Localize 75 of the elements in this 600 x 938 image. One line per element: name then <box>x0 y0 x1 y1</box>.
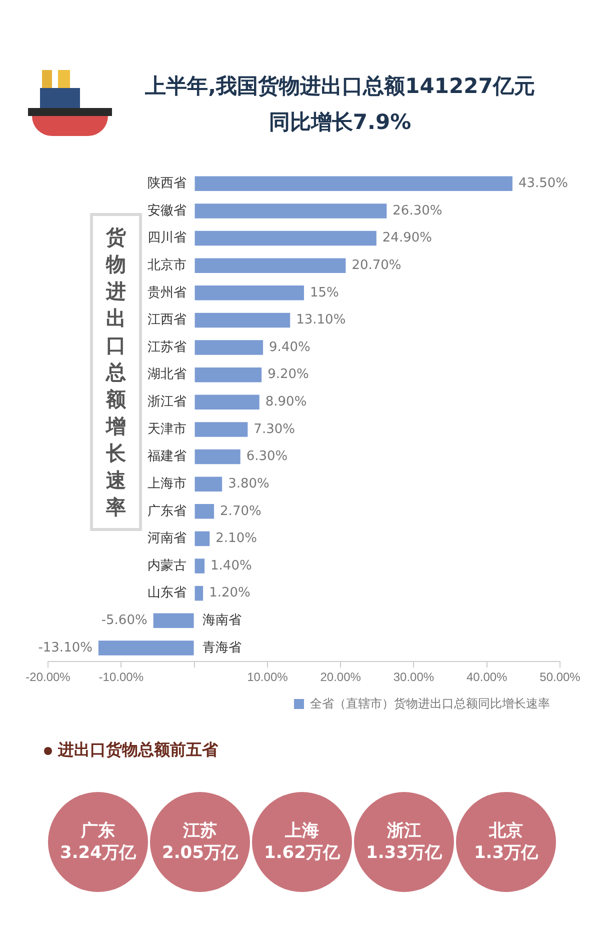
data-label: -5.60% <box>101 613 148 628</box>
bar <box>194 449 240 464</box>
data-label: 1.20% <box>209 586 250 601</box>
y-tick-label: 陕西省 <box>147 176 186 192</box>
y-tick-label: 贵州省 <box>147 285 186 300</box>
data-label: 9.40% <box>269 340 310 355</box>
data-label: 1.62万亿 <box>264 842 340 864</box>
data-label: 1.40% <box>210 558 252 574</box>
bar <box>194 204 387 218</box>
bar <box>194 422 248 437</box>
bar <box>194 230 376 246</box>
category-label: 北京 <box>489 820 523 842</box>
bar <box>153 613 194 628</box>
y-tick-label: 海南省 <box>202 613 242 628</box>
chart-title: 上半年,我国货物进出口总额141227亿元同比增长7.9% <box>144 73 536 136</box>
bar <box>194 340 264 355</box>
x-tick-label: 40.00% <box>466 670 508 684</box>
data-label: 15% <box>310 285 339 300</box>
legend-label: 全省（直辖市）货物进出口总额同比增长速率 <box>310 696 550 710</box>
x-tick-label: 10.00% <box>247 670 288 684</box>
y-tick-label: 山东省 <box>147 586 186 601</box>
y-tick-label: 浙江省 <box>147 394 186 410</box>
bar <box>194 312 290 328</box>
data-label: 43.50% <box>518 176 568 192</box>
data-label: 24.90% <box>382 230 432 246</box>
y-tick-label: 广东省 <box>147 504 186 519</box>
bar <box>194 394 260 410</box>
data-label: 13.10% <box>296 312 346 328</box>
data-label: 1.33万亿 <box>366 842 442 864</box>
bar <box>194 476 222 492</box>
bar <box>194 531 210 546</box>
y-tick-label: 北京市 <box>147 258 186 273</box>
data-label: 2.10% <box>216 531 257 546</box>
y-tick-label: 福建省 <box>147 449 186 464</box>
x-tick-label: 30.00% <box>393 670 434 684</box>
x-tick-label: -20.00% <box>26 670 71 684</box>
data-label: 6.30% <box>246 449 288 464</box>
y-tick-label: 河南省 <box>147 531 186 546</box>
category-label: 浙江 <box>387 820 421 842</box>
data-label: -13.10% <box>38 640 92 656</box>
bar <box>98 640 194 656</box>
bar <box>194 558 205 574</box>
data-label: 1.3万亿 <box>474 842 538 864</box>
category-label: 上海 <box>285 820 319 842</box>
bar <box>194 504 214 519</box>
data-label: 20.70% <box>352 258 402 273</box>
data-label: 9.20% <box>268 367 309 382</box>
bar <box>194 586 204 601</box>
text: 货物进出口总额增长速率 <box>106 224 126 518</box>
y-tick-label: 四川省 <box>147 230 186 246</box>
category-label: 广东 <box>81 820 115 842</box>
y-tick-label: 安徽省 <box>147 202 186 218</box>
y-tick-label: 上海市 <box>147 476 186 492</box>
y-tick-label: 江苏省 <box>147 340 186 355</box>
text: 进出口货物总额前五省 <box>58 740 218 761</box>
bar <box>194 286 304 300</box>
bar <box>194 367 262 382</box>
x-tick-label: 50.00% <box>540 670 581 684</box>
bar <box>194 176 512 192</box>
x-tick-label: -10.00% <box>98 670 144 684</box>
data-label: 8.90% <box>265 394 307 410</box>
y-tick-label: 湖北省 <box>147 367 186 382</box>
y-tick-label: 内蒙古 <box>147 558 186 574</box>
data-label: 7.30% <box>254 422 295 437</box>
category-label: 江苏 <box>183 820 217 842</box>
y-tick-label: 江西省 <box>147 312 186 328</box>
data-label: 3.24万亿 <box>60 842 136 864</box>
x-tick-label: 20.00% <box>320 670 362 684</box>
data-label: 3.80% <box>228 476 270 492</box>
y-tick-label: 青海省 <box>202 640 242 656</box>
data-label: 2.70% <box>220 504 262 519</box>
bar <box>194 258 346 273</box>
data-label: 2.05万亿 <box>162 842 238 864</box>
y-tick-label: 天津市 <box>147 422 186 437</box>
data-label: 26.30% <box>392 203 442 218</box>
